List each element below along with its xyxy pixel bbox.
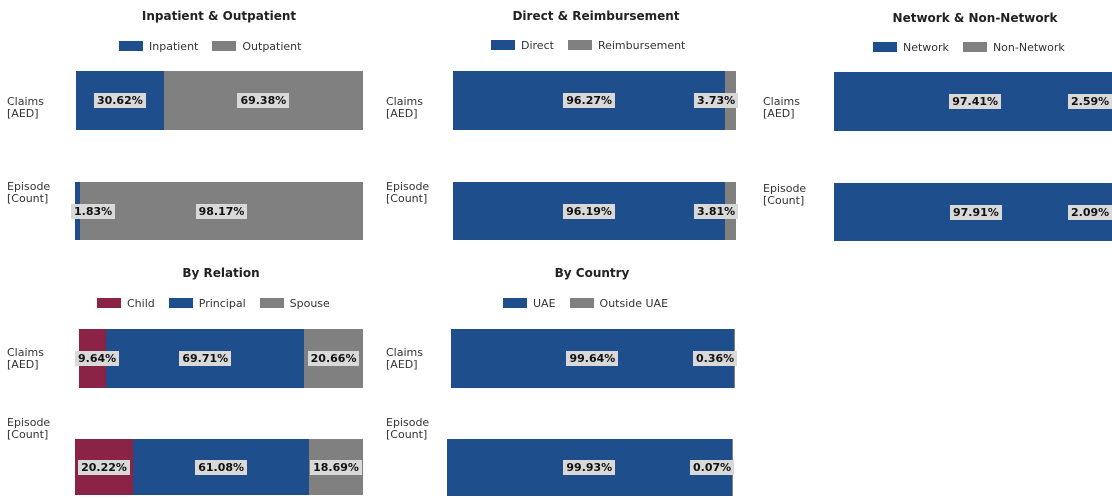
- chart-5-legend-swatch: [503, 298, 527, 308]
- chart-4-data-label: 18.69%: [310, 459, 362, 475]
- chart-3-legend-item: Network: [873, 41, 949, 54]
- chart-2-row-label: Claims [AED]: [386, 96, 423, 120]
- chart-1-row-label-line: [AED]: [7, 107, 39, 120]
- chart-5-data-label: 0.07%: [690, 460, 735, 475]
- chart-2-legend-label: Reimbursement: [597, 38, 686, 52]
- chart-3-title: Network & Non-Network: [892, 11, 1058, 25]
- chart-4-data-label: 20.66%: [307, 351, 360, 366]
- chart-3-legend-item: Non-Network: [962, 40, 1065, 54]
- chart-2-legend-swatch: [491, 40, 515, 50]
- chart-1-data-label: 98.17%: [195, 203, 248, 219]
- chart-1-data-label: 30.62%: [93, 93, 146, 108]
- chart-5-data-label: 99.64%: [566, 351, 619, 366]
- chart-1-legend-label: Outpatient: [242, 39, 302, 53]
- chart-2-legend-item: Direct: [491, 39, 554, 52]
- chart-4-row-label: Episode [Count]: [7, 417, 50, 441]
- chart-3-data-label: 2.59%: [1068, 94, 1112, 109]
- chart-4-legend-label: Spouse: [289, 296, 330, 310]
- chart-1-row-label: Episode [Count]: [7, 181, 50, 205]
- chart-2-title: Direct & Reimbursement: [512, 9, 680, 23]
- chart-1-legend-item: Outpatient: [212, 40, 301, 53]
- chart-5-legend-label: Outside UAE: [599, 296, 669, 310]
- chart-2-data-label: 3.73%: [694, 93, 739, 108]
- chart-1-row-label: Claims [AED]: [7, 96, 44, 120]
- chart-5-legend: UAE Outside UAE: [503, 296, 668, 310]
- chart-3-legend: Network Non-Network: [873, 40, 1065, 54]
- chart-4-data-label: 69.71%: [179, 351, 232, 366]
- chart-4-legend-swatch: [168, 298, 193, 308]
- chart-4-row-label-line: [AED]: [7, 358, 39, 371]
- chart-4-legend-label: Principal: [198, 296, 246, 310]
- chart-3-row-label-line: [AED]: [763, 107, 795, 120]
- chart-2-data-label: 96.19%: [563, 203, 615, 219]
- chart-3-legend-swatch: [873, 42, 897, 52]
- chart-4-data-label: 61.08%: [195, 459, 248, 475]
- chart-4-data-label: 20.22%: [78, 459, 130, 475]
- chart-4-legend-swatch: [259, 298, 284, 308]
- chart-4-data-label: 9.64%: [75, 351, 120, 366]
- chart-3-row-label: Episode [Count]: [763, 183, 806, 207]
- chart-2-row-label-line: [Count]: [386, 192, 428, 205]
- chart-1-data-label: 1.83%: [71, 203, 116, 219]
- chart-3-data-label: 97.91%: [949, 204, 1002, 220]
- chart-1-title: Inpatient & Outpatient: [141, 9, 297, 23]
- chart-5-legend-swatch: [569, 298, 594, 308]
- chart-2-legend: Direct Reimbursement: [491, 38, 685, 52]
- chart-5-row-label: Episode [Count]: [386, 417, 429, 441]
- chart-1-legend-swatch: [212, 41, 237, 51]
- chart-4-legend-item: Child: [97, 297, 155, 310]
- chart-3-data-label: 97.41%: [949, 94, 1002, 109]
- chart-5-legend-item: Outside UAE: [569, 296, 669, 310]
- chart-2-row-label: Episode [Count]: [386, 181, 429, 205]
- chart-3-row-label-line: Claims: [763, 95, 800, 108]
- chart-2-legend-label: Direct: [521, 38, 554, 52]
- chart-2-legend-item: Reimbursement: [567, 38, 686, 52]
- chart-4-row-label-line: [Count]: [7, 428, 49, 441]
- chart-2-row-label-line: [AED]: [386, 107, 418, 120]
- chart-1-legend-swatch: [119, 41, 143, 51]
- chart-1-legend-label: Inpatient: [149, 39, 199, 53]
- chart-1-legend-item: Inpatient: [119, 40, 198, 53]
- chart-1-row-label-line: Claims: [7, 95, 44, 108]
- chart-4-legend-item: Spouse: [259, 296, 330, 310]
- chart-3-legend-label: Non-Network: [992, 40, 1065, 54]
- chart-5-row-label-line: Claims: [386, 346, 423, 359]
- chart-2-row-label-line: Claims: [386, 95, 423, 108]
- chart-5-data-label: 0.36%: [693, 351, 738, 366]
- chart-5-row-label-line: [AED]: [386, 358, 418, 371]
- chart-4-row-label-line: Episode: [7, 416, 51, 429]
- chart-4-row-label-line: Claims: [7, 346, 44, 359]
- chart-5-row-label: Claims [AED]: [386, 347, 423, 371]
- chart-3-legend-label: Network: [903, 40, 949, 54]
- chart-5-legend-item: UAE: [503, 297, 556, 310]
- chart-4-legend-item: Principal: [168, 296, 246, 310]
- chart-3-legend-swatch: [962, 42, 987, 52]
- chart-5-title: By Country: [554, 266, 630, 280]
- chart-4-legend-swatch: [97, 298, 121, 308]
- chart-2-data-label: 96.27%: [563, 93, 616, 108]
- chart-5-legend-label: UAE: [533, 296, 556, 310]
- chart-4-legend: Child Principal Spouse: [97, 296, 330, 310]
- chart-1-legend: Inpatient Outpatient: [119, 39, 301, 53]
- chart-5-row-label-line: [Count]: [386, 428, 428, 441]
- chart-3-row-label: Claims [AED]: [763, 96, 800, 120]
- chart-3-data-label: 2.09%: [1068, 204, 1112, 220]
- chart-2-legend-swatch: [567, 40, 592, 50]
- chart-4-title: By Relation: [182, 266, 260, 280]
- chart-2-row-label-line: Episode: [386, 180, 430, 193]
- chart-3-row-label-line: Episode: [763, 182, 807, 195]
- chart-1-data-label: 69.38%: [237, 93, 290, 108]
- chart-4-row-label: Claims [AED]: [7, 347, 44, 371]
- chart-2-data-label: 3.81%: [694, 203, 739, 219]
- chart-1-row-label-line: Episode: [7, 180, 51, 193]
- chart-5-data-label: 99.93%: [563, 460, 616, 475]
- chart-1-row-label-line: [Count]: [7, 192, 49, 205]
- chart-4-legend-label: Child: [127, 296, 155, 310]
- chart-3-row-label-line: [Count]: [763, 194, 805, 207]
- chart-5-row-label-line: Episode: [386, 416, 430, 429]
